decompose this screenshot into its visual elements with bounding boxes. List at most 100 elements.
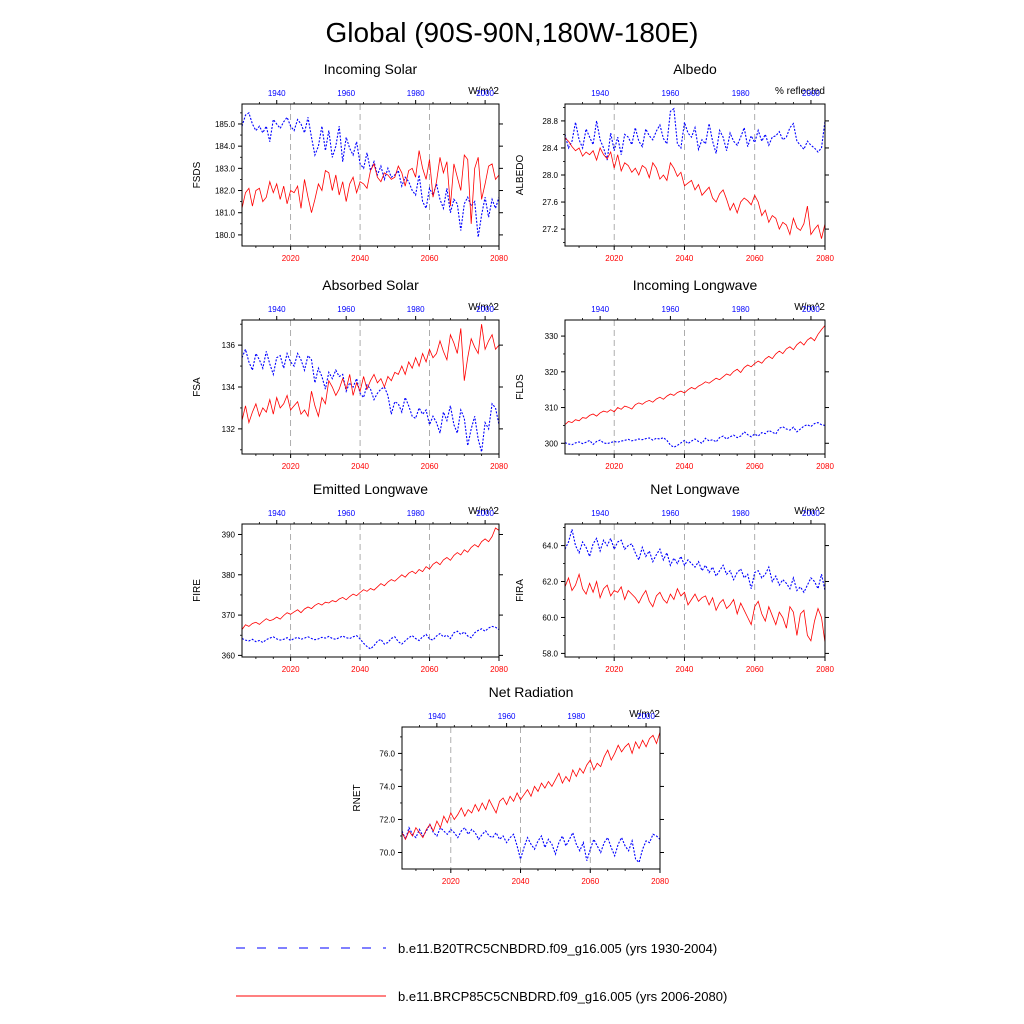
x-bottom-tick-label: 2040: [676, 665, 694, 674]
legend-label-historical: b.e11.B20TRC5CNBDRD.f09_g16.005 (yrs 193…: [398, 941, 717, 956]
y-tick-label: 184.0: [215, 142, 236, 151]
x-top-tick-label: 1980: [407, 89, 425, 98]
plot-frame: [401, 726, 661, 870]
y-axis-label: FSA: [192, 377, 203, 397]
x-bottom-tick-label: 2060: [581, 877, 599, 886]
plot-frame: [241, 523, 500, 658]
series-line-rcp85: [242, 324, 499, 425]
x-bottom-tick-label: 2080: [651, 877, 669, 886]
y-tick-label: 330: [545, 332, 559, 341]
series-line-historical: [242, 112, 499, 238]
x-bottom-tick-label: 2020: [282, 665, 300, 674]
x-top-tick-label: 2000: [476, 305, 494, 314]
chart-units-label: % reflected: [775, 86, 825, 97]
chart-panel-flds: Incoming Longwave W/m^2 300 310 320 330 FLDS 20…: [515, 277, 834, 471]
x-bottom-tick-label: 2060: [421, 254, 439, 263]
x-bottom-tick-label: 2040: [351, 254, 369, 263]
y-tick-label: 181.0: [215, 209, 236, 218]
y-tick-label: 76.0: [379, 749, 395, 758]
chart-panel-albedo: Albedo % reflected 27.2 27.6 28.0 28.4 28.8 ALB…: [515, 61, 834, 263]
series-line-historical: [565, 107, 825, 161]
x-top-tick-label: 1980: [732, 89, 750, 98]
x-top-tick-label: 1960: [662, 509, 680, 518]
x-bottom-tick-label: 2040: [676, 462, 694, 471]
chart-panel-fsds: Incoming Solar W/m^2 180.0 181.0 182.0 183.0 1…: [192, 61, 508, 263]
x-top-tick-label: 1980: [407, 509, 425, 518]
y-tick-label: 300: [545, 439, 559, 448]
y-tick-label: 27.2: [542, 225, 558, 234]
y-axis-label: FLDS: [515, 374, 526, 400]
x-bottom-tick-label: 2060: [421, 462, 439, 471]
x-top-tick-label: 2000: [802, 509, 820, 518]
series-line-rcp85: [402, 731, 660, 841]
x-bottom-tick-label: 2020: [605, 665, 623, 674]
y-tick-label: 64.0: [542, 542, 558, 551]
y-tick-label: 28.4: [542, 144, 558, 153]
y-axis-label: FIRE: [192, 579, 203, 602]
y-tick-label: 27.6: [542, 198, 558, 207]
series-line-rcp85: [565, 137, 825, 239]
x-bottom-tick-label: 2040: [351, 462, 369, 471]
y-tick-label: 62.0: [542, 578, 558, 587]
chart-title: Net Longwave: [650, 481, 740, 497]
y-tick-label: 380: [222, 571, 236, 580]
y-tick-label: 60.0: [542, 613, 558, 622]
y-tick-label: 390: [222, 530, 236, 539]
chart-title: Absorbed Solar: [322, 277, 419, 293]
x-top-tick-label: 2000: [476, 89, 494, 98]
chart-units-label: W/m^2: [629, 709, 660, 720]
series-line-rcp85: [242, 150, 499, 224]
y-axis-label: ALBEDO: [515, 154, 526, 195]
x-top-tick-label: 1980: [732, 509, 750, 518]
x-top-tick-label: 1980: [732, 305, 750, 314]
y-tick-label: 132: [222, 425, 236, 434]
chart-title: Incoming Longwave: [633, 277, 758, 293]
x-bottom-tick-label: 2080: [490, 462, 508, 471]
chart-title: Net Radiation: [489, 684, 574, 700]
x-top-tick-label: 1940: [591, 89, 609, 98]
legend: b.e11.B20TRC5CNBDRD.f09_g16.005 (yrs 193…: [236, 941, 727, 1004]
x-bottom-tick-label: 2060: [746, 462, 764, 471]
y-axis-label: FIRA: [515, 579, 526, 602]
page-title: Global (90S-90N,180W-180E): [325, 17, 698, 48]
x-top-tick-label: 1940: [268, 509, 286, 518]
x-bottom-tick-label: 2040: [512, 877, 530, 886]
series-line-historical: [565, 529, 825, 594]
y-tick-label: 28.0: [542, 171, 558, 180]
chart-title: Albedo: [673, 61, 717, 77]
chart-panel-fsa: Absorbed Solar W/m^2 132 134 136 FSA 2020 2040 2…: [192, 277, 508, 471]
plot-frame: [564, 523, 826, 658]
chart-units-label: W/m^2: [794, 506, 825, 517]
x-bottom-tick-label: 2020: [282, 462, 300, 471]
chart-units-label: W/m^2: [468, 506, 499, 517]
y-tick-label: 185.0: [215, 120, 236, 129]
x-top-tick-label: 1980: [407, 305, 425, 314]
x-bottom-tick-label: 2080: [816, 462, 834, 471]
y-tick-label: 70.0: [379, 848, 395, 857]
plot-frame: [564, 319, 826, 455]
x-top-tick-label: 1960: [337, 509, 355, 518]
x-bottom-tick-label: 2080: [490, 665, 508, 674]
y-tick-label: 134: [222, 383, 236, 392]
x-bottom-tick-label: 2020: [442, 877, 460, 886]
x-top-tick-label: 1940: [268, 89, 286, 98]
panels: Incoming Solar W/m^2 180.0 181.0 182.0 183.0 1…: [192, 61, 834, 886]
y-tick-label: 360: [222, 651, 236, 660]
series-line-historical: [565, 422, 825, 448]
x-top-tick-label: 1940: [591, 509, 609, 518]
x-bottom-tick-label: 2040: [351, 665, 369, 674]
chart-units-label: W/m^2: [468, 86, 499, 97]
x-bottom-tick-label: 2060: [746, 665, 764, 674]
x-top-tick-label: 1980: [567, 712, 585, 721]
x-top-tick-label: 2000: [802, 89, 820, 98]
y-tick-label: 72.0: [379, 815, 395, 824]
x-top-tick-label: 1940: [268, 305, 286, 314]
x-top-tick-label: 1960: [498, 712, 516, 721]
y-tick-label: 58.0: [542, 649, 558, 658]
x-bottom-tick-label: 2060: [421, 665, 439, 674]
y-tick-label: 183.0: [215, 164, 236, 173]
y-tick-label: 180.0: [215, 231, 236, 240]
y-tick-label: 310: [545, 404, 559, 413]
